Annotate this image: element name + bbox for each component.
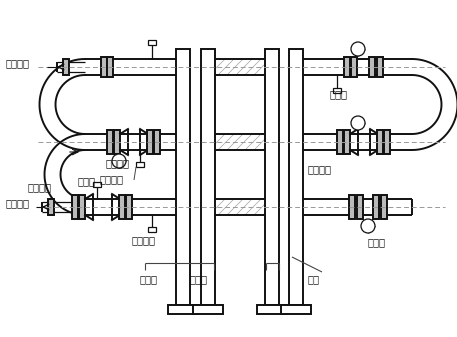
- Text: 热媒出口: 热媒出口: [132, 235, 156, 245]
- Bar: [373, 195, 379, 219]
- Bar: [357, 195, 363, 219]
- Bar: [384, 130, 390, 154]
- Bar: [337, 130, 343, 154]
- Bar: [289, 49, 303, 305]
- Bar: [154, 130, 160, 154]
- Circle shape: [361, 219, 375, 233]
- Text: 物料进口: 物料进口: [27, 182, 51, 192]
- Bar: [193, 305, 223, 314]
- Bar: [201, 49, 215, 305]
- Bar: [351, 57, 357, 77]
- Bar: [114, 130, 120, 154]
- Bar: [257, 305, 287, 314]
- Bar: [107, 130, 113, 154]
- Bar: [101, 57, 107, 77]
- Bar: [377, 130, 383, 154]
- Text: 物料进口: 物料进口: [5, 198, 29, 208]
- Bar: [93, 182, 101, 187]
- Circle shape: [112, 154, 126, 168]
- Text: 热媒出口: 热媒出口: [106, 158, 130, 168]
- Text: 物料出口: 物料出口: [5, 58, 29, 68]
- Bar: [72, 195, 78, 219]
- Bar: [381, 195, 387, 219]
- Text: 混合段: 混合段: [140, 274, 158, 284]
- Circle shape: [351, 42, 365, 56]
- Bar: [176, 49, 190, 305]
- Bar: [147, 130, 153, 154]
- Text: 支架: 支架: [308, 274, 320, 284]
- Bar: [119, 195, 125, 219]
- Text: 测温孔: 测温孔: [78, 176, 96, 186]
- Circle shape: [351, 116, 365, 130]
- Bar: [344, 130, 350, 154]
- Bar: [79, 195, 85, 219]
- Bar: [126, 195, 132, 219]
- Bar: [107, 57, 113, 77]
- Bar: [168, 305, 198, 314]
- Text: 热媒进口: 热媒进口: [100, 174, 124, 184]
- Bar: [148, 227, 156, 232]
- Text: 取样口: 取样口: [368, 237, 386, 247]
- Text: 反应段: 反应段: [190, 274, 208, 284]
- Bar: [333, 88, 341, 93]
- Bar: [369, 57, 375, 77]
- Bar: [349, 195, 355, 219]
- Bar: [344, 57, 350, 77]
- Bar: [136, 162, 144, 167]
- Bar: [377, 57, 383, 77]
- Text: 测压口: 测压口: [330, 89, 348, 99]
- Bar: [48, 199, 54, 215]
- Text: 热媒出口: 热媒出口: [308, 164, 332, 174]
- Bar: [281, 305, 311, 314]
- Bar: [63, 59, 69, 75]
- Bar: [148, 40, 156, 45]
- Bar: [265, 49, 279, 305]
